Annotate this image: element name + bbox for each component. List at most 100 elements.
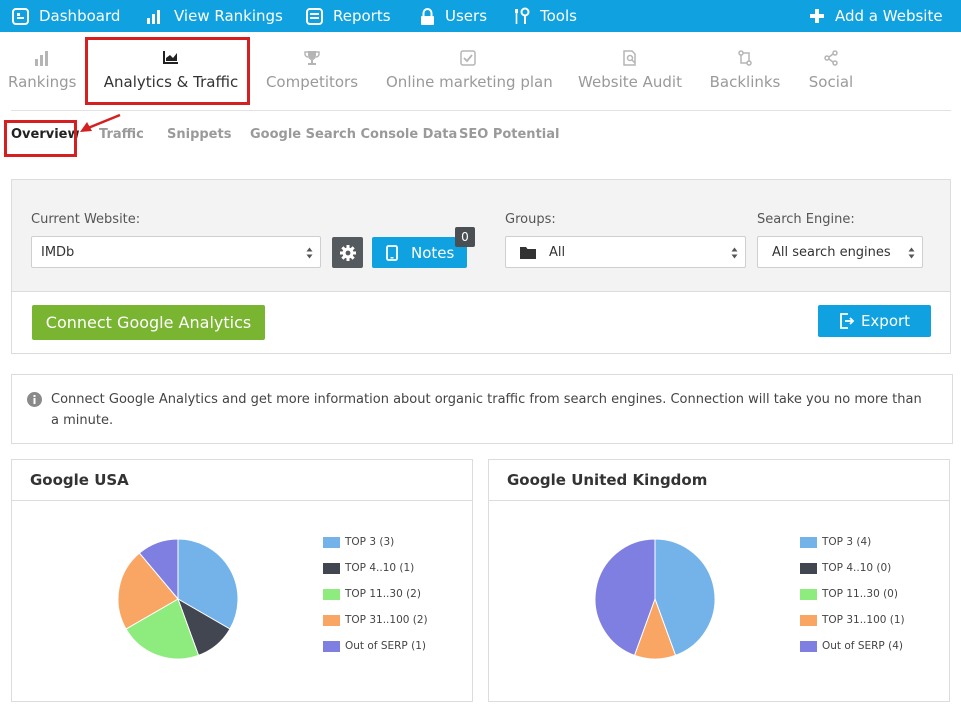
- top-navigation-bar: Dashboard View Rankings Reports Users To…: [0, 0, 961, 32]
- export-button[interactable]: Export: [818, 305, 931, 337]
- legend-label: TOP 11..30 (0): [822, 588, 898, 600]
- notes-button[interactable]: Notes: [372, 237, 467, 268]
- current-website-label: Current Website:: [31, 212, 141, 227]
- tab-competitors[interactable]: Competitors: [264, 42, 360, 106]
- bar-chart-icon: [8, 42, 76, 72]
- legend-item[interactable]: TOP 11..30 (0): [800, 581, 905, 607]
- pie-slice-top-3[interactable]: [654, 538, 716, 657]
- select-arrows-icon: [731, 247, 738, 259]
- legend-item[interactable]: TOP 3 (4): [800, 529, 905, 555]
- connect-google-analytics-button[interactable]: Connect Google Analytics: [32, 305, 265, 340]
- subtab-snippets[interactable]: Snippets: [167, 127, 232, 142]
- notes-count-badge: 0: [455, 227, 475, 247]
- pie-slice-top-11-30[interactable]: [125, 598, 200, 660]
- legend-label: TOP 3 (3): [345, 536, 395, 548]
- nav-view-rankings-label: View Rankings: [174, 7, 283, 25]
- tab-label: Rankings: [8, 73, 77, 91]
- info-message: Connect Google Analytics and get more in…: [11, 374, 953, 444]
- select-arrows-icon: [306, 247, 313, 259]
- nav-add-website-label: Add a Website: [835, 7, 943, 25]
- tab-label: Social: [808, 73, 854, 91]
- chart-legend: TOP 3 (4) TOP 4..10 (0) TOP 11..30 (0) TOP …: [800, 529, 905, 659]
- pie-slice-top-3[interactable]: [177, 538, 239, 630]
- legend-label: TOP 31..100 (1): [822, 614, 905, 626]
- document-search-icon: [576, 42, 684, 72]
- chart-card-google-usa: Google USA TOP 3 (3) TOP 4..10 (1) TOP 11.…: [11, 459, 473, 702]
- gear-icon: [339, 244, 356, 261]
- legend-item[interactable]: TOP 4..10 (0): [800, 555, 905, 581]
- list-icon: [306, 7, 323, 25]
- groups-value: All: [549, 244, 566, 260]
- legend-swatch: [323, 562, 340, 574]
- tab-social[interactable]: Social: [805, 42, 857, 106]
- nav-reports-label: Reports: [333, 7, 391, 25]
- tab-website-audit[interactable]: Website Audit: [576, 42, 684, 106]
- legend-item[interactable]: TOP 4..10 (1): [323, 555, 428, 581]
- tab-analytics-traffic[interactable]: Analytics & Traffic: [96, 42, 246, 106]
- current-website-select[interactable]: IMDb: [31, 236, 321, 268]
- area-chart-icon: [96, 42, 246, 72]
- tab-rankings[interactable]: Rankings: [8, 42, 77, 106]
- nav-tools-label: Tools: [540, 7, 577, 25]
- pie-slice-out-of-serp[interactable]: [594, 538, 656, 657]
- subtab-traffic[interactable]: Traffic: [99, 127, 144, 142]
- legend-item[interactable]: TOP 31..100 (1): [800, 607, 905, 633]
- legend-swatch: [323, 614, 340, 626]
- filter-panel: Current Website: IMDb Notes 0 Groups: Al…: [11, 179, 951, 354]
- legend-item[interactable]: Out of SERP (4): [800, 633, 905, 659]
- legend-label: TOP 31..100 (2): [345, 614, 428, 626]
- tablet-icon: [386, 244, 398, 261]
- nav-users-label: Users: [445, 7, 488, 25]
- search-engine-select[interactable]: All search engines: [757, 236, 923, 268]
- tab-label: Online marketing plan: [386, 73, 553, 91]
- legend-swatch: [800, 614, 817, 626]
- legend-label: TOP 4..10 (0): [822, 562, 892, 574]
- red-arrow-icon: [80, 113, 121, 132]
- legend-swatch: [800, 588, 817, 600]
- pie-chart: [117, 538, 239, 660]
- bar-chart-icon: [147, 10, 160, 24]
- nav-add-website[interactable]: Add a Website: [809, 0, 943, 32]
- groups-select[interactable]: All: [505, 236, 746, 268]
- notes-label: Notes: [411, 243, 455, 262]
- folder-icon: [520, 246, 536, 259]
- chart-card-google-uk: Google United Kingdom TOP 3 (4) TOP 4..10…: [488, 459, 950, 702]
- info-icon: [27, 392, 42, 407]
- settings-button[interactable]: [332, 237, 363, 268]
- nav-view-rankings[interactable]: View Rankings: [146, 0, 283, 32]
- highlight-box-tab: [85, 37, 250, 105]
- current-website-value: IMDb: [41, 244, 75, 260]
- legend-item[interactable]: TOP 3 (3): [323, 529, 428, 555]
- nav-dashboard-label: Dashboard: [39, 7, 121, 25]
- legend-swatch: [800, 640, 817, 652]
- legend-item[interactable]: Out of SERP (1): [323, 633, 428, 659]
- legend-label: TOP 11..30 (2): [345, 588, 421, 600]
- tab-backlinks[interactable]: Backlinks: [708, 42, 782, 106]
- export-label: Export: [860, 312, 911, 330]
- tools-icon: [515, 7, 530, 24]
- subtab-seo-potential[interactable]: SEO Potential: [459, 127, 560, 142]
- share-icon: [805, 42, 857, 72]
- nav-reports[interactable]: Reports: [306, 0, 391, 32]
- nav-dashboard[interactable]: Dashboard: [12, 0, 120, 32]
- chart-title: Google United Kingdom: [489, 460, 949, 501]
- subtab-overview[interactable]: Overview: [11, 127, 80, 142]
- legend-label: TOP 4..10 (1): [345, 562, 415, 574]
- legend-item[interactable]: TOP 31..100 (2): [323, 607, 428, 633]
- legend-swatch: [323, 640, 340, 652]
- export-icon: [840, 313, 855, 329]
- trophy-icon: [264, 42, 360, 72]
- legend-item[interactable]: TOP 11..30 (2): [323, 581, 428, 607]
- tab-online-marketing-plan[interactable]: Online marketing plan: [386, 42, 553, 106]
- pie-slice-top-31-100[interactable]: [117, 552, 179, 630]
- legend-label: Out of SERP (1): [345, 640, 426, 652]
- tab-label: Website Audit: [578, 73, 682, 91]
- legend-swatch: [323, 588, 340, 600]
- nav-users[interactable]: Users: [420, 0, 487, 32]
- subtab-search-console[interactable]: Google Search Console Data: [250, 127, 458, 142]
- lock-icon: [421, 7, 434, 25]
- pie-slice-out-of-serp[interactable]: [138, 538, 179, 601]
- nav-tools[interactable]: Tools: [512, 0, 577, 32]
- checkbox-icon: [386, 42, 550, 72]
- plus-icon: [810, 9, 824, 23]
